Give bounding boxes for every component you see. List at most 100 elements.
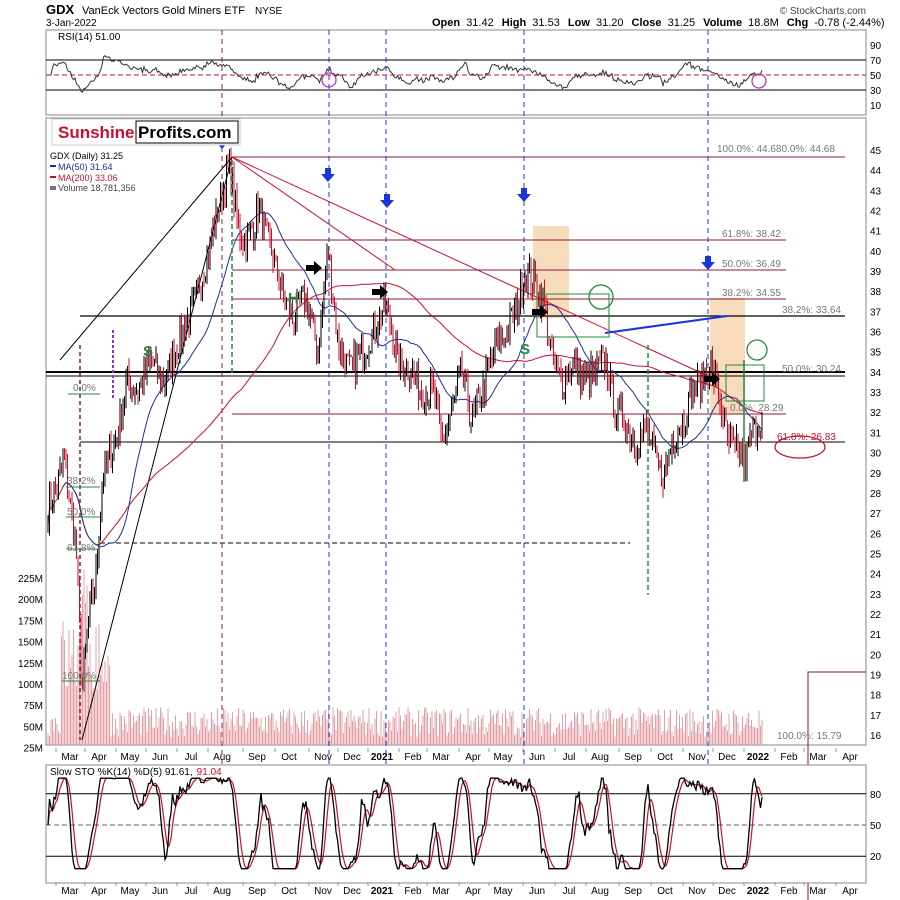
black-arrow-2 [532, 305, 548, 319]
month-months-2-6: Sep [248, 886, 266, 897]
month-months-1-11: Feb [404, 752, 422, 763]
rsi-line [48, 55, 763, 94]
fib-label-382a: 38.2%: 34.55 [722, 288, 781, 299]
price-tick-38: 38 [870, 287, 882, 298]
month-months-2-23: Feb [780, 886, 798, 897]
fib-label-618a: 61.8%: 38.42 [722, 229, 781, 240]
month-months-1-4: Jul [185, 752, 198, 763]
price-tick-44: 44 [870, 166, 882, 177]
chart-date: 3-Jan-2022 [46, 18, 97, 29]
green-circle-2 [746, 339, 768, 361]
volume-tick-75M: 75M [24, 701, 43, 712]
month-months-1-0: Mar [61, 752, 79, 763]
fib-label-50a: 50.0%: 36.49 [722, 259, 781, 270]
month-months-2-10: 2021 [371, 886, 394, 897]
left-fib-382: 38.2% [67, 476, 95, 487]
rsi-circle-2 [751, 73, 767, 89]
trend-line-down-2 [231, 156, 709, 377]
close-value: 31.25 [668, 17, 696, 29]
left-fib-100: 100.0% [62, 671, 96, 682]
month-months-1-20: Nov [688, 752, 706, 763]
month-months-1-5: Aug [213, 752, 231, 763]
left-fib-0: 0.0% [73, 383, 96, 394]
month-months-1-2: May [121, 752, 140, 763]
month-months-2-0: Mar [61, 886, 79, 897]
price-tick-35: 35 [870, 348, 882, 359]
price-bars [47, 147, 763, 692]
rsi-tick-10: 10 [870, 101, 882, 112]
volume-tick-50M: 50M [24, 722, 43, 733]
red-ellipse [774, 435, 826, 459]
month-months-1-17: Aug [591, 752, 609, 763]
month-months-1-14: May [494, 752, 513, 763]
month-months-2-1: Apr [91, 886, 107, 897]
month-months-1-13: Apr [465, 752, 481, 763]
month-months-1-6: Sep [248, 752, 266, 763]
legend-volume: Volume 18,781,356 [58, 183, 136, 193]
price-tick-22: 22 [870, 610, 882, 621]
green-box-1 [536, 293, 610, 338]
logo-profits: Profits.com [138, 123, 232, 142]
legend-ma50: MA(50) 31.64 [58, 162, 113, 172]
month-axis-sto: Mar Apr May Jun Jul Aug Sep Oct Nov Dec 2021 Feb Mar… [55, 882, 858, 897]
stockcharts-credit: © StockCharts.com [780, 6, 866, 17]
trend-line-up [59, 156, 233, 361]
price-tick-23: 23 [870, 590, 882, 601]
month-months-2-24: Mar [809, 886, 827, 897]
fib-label-0b: 0.0%: 28.29 [730, 403, 784, 414]
volume-tick-175M: 175M [18, 616, 43, 627]
rsi-label: RSI(14) 51.00 [58, 32, 121, 43]
left-fib-618: 61.8% [67, 543, 95, 554]
price-tick-41: 41 [870, 227, 882, 238]
month-months-1-9: Dec [343, 752, 361, 763]
logo-box-inner [135, 120, 239, 144]
month-months-1-16: Jul [563, 752, 576, 763]
fib-label-100a: 100.0%: 44.680.0%: 44.68 [717, 144, 835, 155]
open-label: Open [432, 17, 460, 29]
volume-tick-150M: 150M [18, 638, 43, 649]
price-tick-36: 36 [870, 328, 882, 339]
price-tick-18: 18 [870, 691, 882, 702]
fib-label-50b: 50.0%: 30.24 [782, 364, 841, 375]
black-arrow-1 [372, 285, 388, 299]
sto-d-line [47, 777, 763, 870]
legend-gdx: GDX (Daily) 31.25 [50, 151, 123, 161]
price-tick-32: 32 [870, 408, 882, 419]
month-months-1-8: Nov [314, 752, 332, 763]
month-months-2-3: Jun [152, 886, 168, 897]
price-tick-19: 19 [870, 670, 882, 681]
sto-k-line [47, 776, 763, 870]
fund-name: VanEck Vectors Gold Miners ETF [82, 5, 245, 17]
high-value: 31.53 [532, 17, 560, 29]
month-months-1-18: Sep [624, 752, 642, 763]
month-months-2-2: May [121, 886, 140, 897]
month-months-1-23: Feb [780, 752, 798, 763]
logo-sunshine: Sunshine [58, 123, 135, 142]
ma200-line [47, 282, 763, 546]
month-months-2-5: Aug [213, 886, 231, 897]
month-months-1-3: Jun [152, 752, 168, 763]
month-months-1-19: Oct [657, 752, 673, 763]
price-panel [45, 117, 867, 746]
chg-label: Chg [787, 17, 808, 29]
price-tick-42: 42 [870, 207, 882, 218]
month-months-2-16: Jul [563, 886, 576, 897]
month-months-1-7: Oct [281, 752, 297, 763]
fib-label-382b: 38.2%: 33.64 [782, 305, 841, 316]
month-months-2-9: Dec [343, 886, 361, 897]
month-months-2-12: Mar [432, 886, 450, 897]
pattern-s-right: S [520, 341, 530, 358]
exchange-label: NYSE [255, 6, 283, 17]
month-months-2-22: 2022 [747, 886, 770, 897]
month-months-1-24: Mar [809, 752, 827, 763]
month-months-1-22: 2022 [747, 752, 770, 763]
month-months-1-21: Dec [718, 752, 736, 763]
price-tick-30: 30 [870, 449, 882, 460]
price-tick-37: 37 [870, 307, 882, 318]
volume-value: 18.8M [748, 17, 779, 29]
volume-label: Volume [703, 17, 742, 29]
rsi-tick-70: 70 [870, 56, 882, 67]
green-circle-1 [588, 284, 614, 310]
sto-tick-20: 20 [870, 852, 882, 863]
